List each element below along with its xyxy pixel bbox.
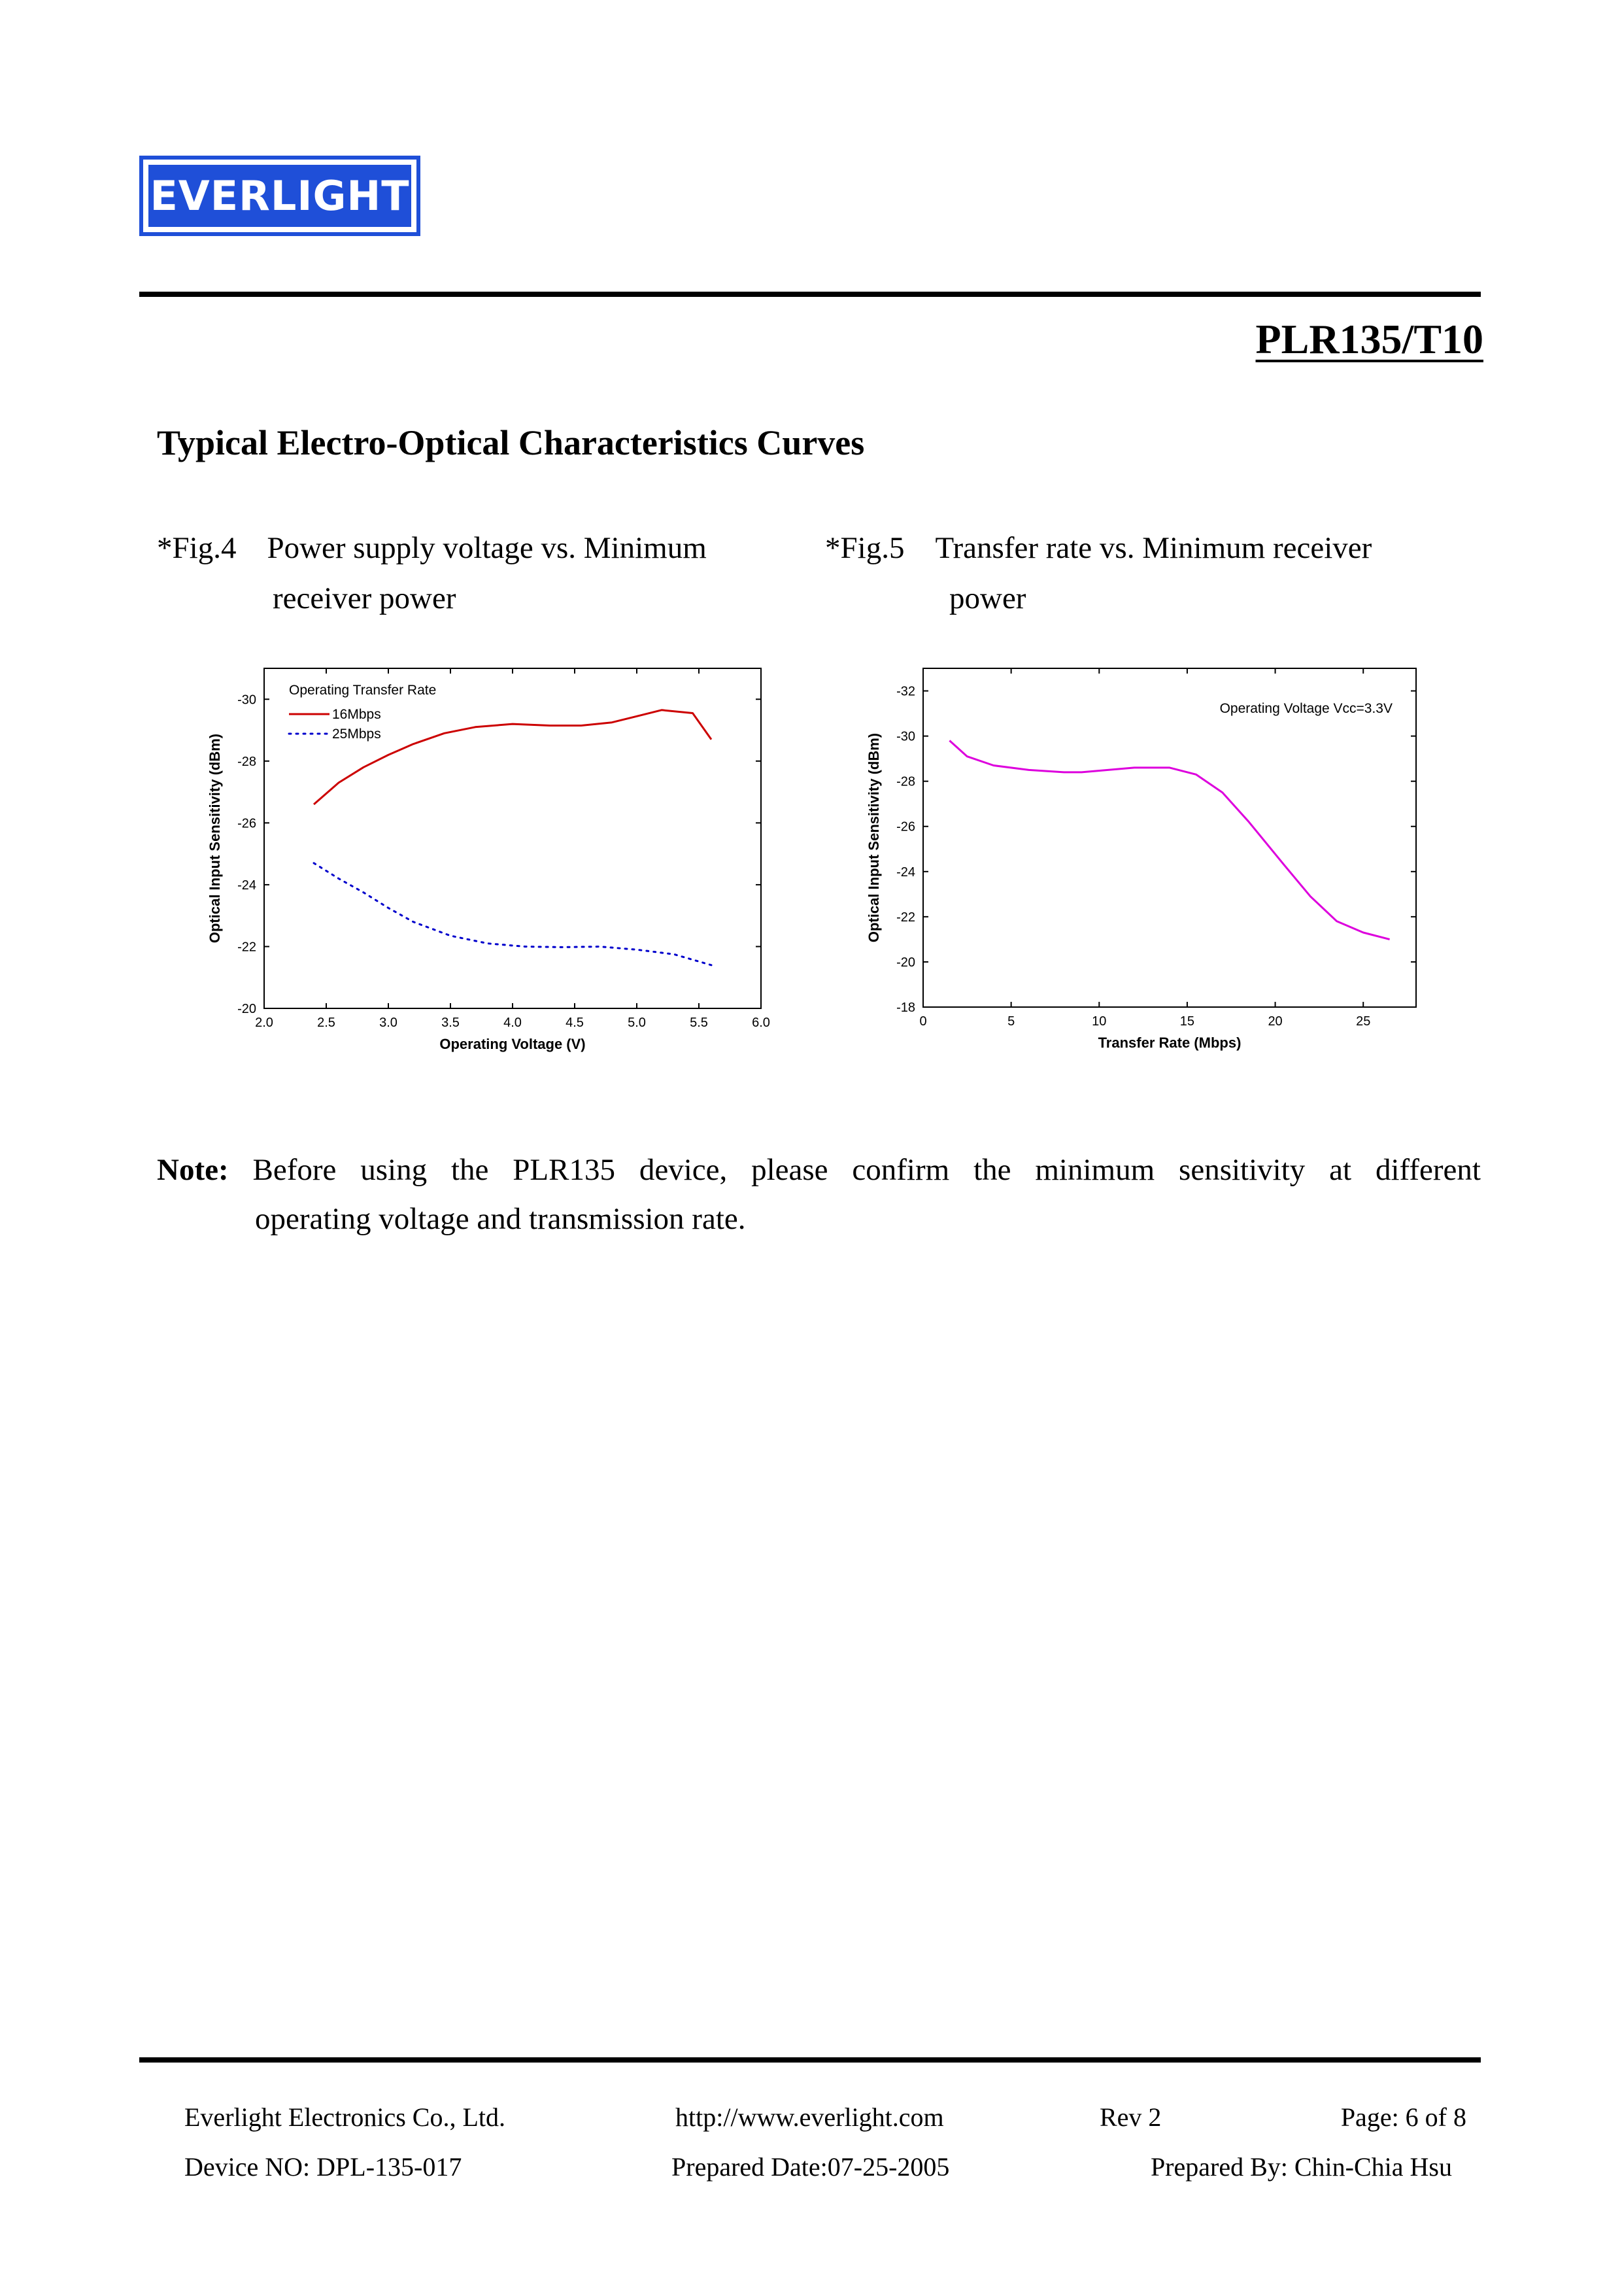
note-line2: operating voltage and transmission rate. (255, 1202, 746, 1236)
fig4-caption-line1: Power supply voltage vs. Minimum (267, 531, 707, 565)
x-tick-label: 6.0 (752, 1016, 770, 1030)
everlight-logo: EVERLIGHT (139, 156, 420, 236)
note-word: device, (639, 1153, 728, 1187)
y-tick-label: -32 (896, 685, 915, 699)
footer-page: Page: 6 of 8 (1340, 2102, 1466, 2132)
y-tick-label: -28 (896, 775, 915, 789)
note: Note: Before using the PLR135 device, please c… (157, 1146, 1481, 1244)
fig4-caption-line2: receiver power (273, 581, 456, 615)
footer-company: Everlight Electronics Co., Ltd. (184, 2102, 505, 2132)
y-tick-label: -22 (237, 940, 256, 954)
x-tick-label: 4.0 (503, 1016, 522, 1030)
note-word: PLR135 (513, 1153, 615, 1187)
note-word: confirm (852, 1153, 950, 1187)
fig4-chart: 2.0 2.5 3.0 3.5 4.0 4.5 5.0 5.5 6.0 -20 -22 -24 -26 -… (207, 668, 770, 1052)
note-word: the (450, 1153, 489, 1187)
fig5-chart: 0 5 10 15 20 25 -18 -20 -22 -24 -26 -28 -30 -32 Transf… (866, 668, 1417, 1051)
x-axis-label: Transfer Rate (Mbps) (1098, 1035, 1242, 1051)
x-tick-label: 4.5 (566, 1016, 584, 1030)
x-tick-label: 2.5 (317, 1016, 335, 1030)
footer-rule (139, 2057, 1481, 2063)
x-tick-label: 10 (1092, 1014, 1106, 1029)
note-word: different (1375, 1153, 1481, 1187)
y-tick-label: -24 (896, 865, 915, 880)
footer-url: http://www.everlight.com (675, 2102, 944, 2132)
note-label: Note: (157, 1153, 229, 1187)
x-tick-label: 3.0 (379, 1016, 397, 1030)
fig4-number: *Fig.4 (157, 531, 237, 565)
y-tick-label: -26 (237, 816, 256, 831)
chart-annotation: Operating Voltage Vcc=3.3V (1220, 701, 1393, 716)
note-word: minimum (1035, 1153, 1155, 1187)
y-axis-label: Optical Input Sensitivity (dBm) (207, 734, 223, 943)
x-tick-label: 2.0 (255, 1016, 273, 1030)
x-tick-label: 0 (919, 1014, 926, 1029)
fig5-caption-line1: Transfer rate vs. Minimum receiver (935, 531, 1372, 565)
note-word: the (973, 1153, 1011, 1187)
fig5-number: *Fig.5 (825, 531, 905, 565)
series-line-16mbps (313, 709, 713, 806)
fig4-caption: *Fig.4 Power supply voltage vs. Minimum … (157, 523, 811, 624)
note-word: Before (252, 1153, 337, 1187)
footer-rev: Rev 2 (1100, 2102, 1162, 2132)
x-tick-label: 5 (1007, 1014, 1015, 1029)
note-line1: Note: Before using the PLR135 device, please c… (157, 1146, 1481, 1195)
y-axis-label: Optical Input Sensitivity (dBm) (866, 733, 882, 942)
fig5-caption-line2: power (949, 581, 1026, 615)
y-tick-label: -20 (896, 955, 915, 970)
section-title: Typical Electro-Optical Characteristics … (157, 423, 865, 462)
document-title: PLR135/T10 (1255, 316, 1483, 362)
x-tick-label: 3.5 (441, 1016, 460, 1030)
note-word: please (751, 1153, 828, 1187)
footer-prepared-date: Prepared Date:07-25-2005 (671, 2152, 950, 2182)
x-tick-label: 20 (1268, 1014, 1282, 1029)
y-tick-label: -18 (896, 1001, 915, 1015)
logo-badge: EVERLIGHT (148, 165, 411, 227)
note-word: sensitivity (1179, 1153, 1306, 1187)
series-line-curve (949, 740, 1390, 940)
y-tick-label: -24 (237, 878, 256, 893)
y-tick-label: -30 (896, 730, 915, 744)
note-word: at (1329, 1153, 1352, 1187)
note-word: using (360, 1153, 428, 1187)
x-tick-label: 25 (1356, 1014, 1370, 1029)
x-axis-label: Operating Voltage (V) (439, 1036, 585, 1052)
footer-device-no: Device NO: DPL-135-017 (184, 2152, 462, 2182)
y-tick-label: -30 (237, 693, 256, 707)
footer-prepared-by: Prepared By: Chin-Chia Hsu (1150, 2152, 1452, 2182)
y-tick-label: -22 (896, 910, 915, 925)
x-tick-label: 5.5 (690, 1016, 708, 1030)
legend-entry: 25Mbps (332, 727, 381, 742)
x-tick-label: 15 (1180, 1014, 1194, 1029)
y-tick-label: -26 (896, 820, 915, 834)
fig5-caption: *Fig.5 Transfer rate vs. Minimum receive… (825, 523, 1479, 624)
y-tick-label: -28 (237, 755, 256, 769)
y-tick-label: -20 (237, 1002, 256, 1016)
legend-title: Operating Transfer Rate (289, 683, 436, 698)
legend-entry: 16Mbps (332, 707, 381, 722)
series-line-25mbps (313, 862, 713, 967)
x-tick-label: 5.0 (628, 1016, 646, 1030)
logo-text: EVERLIGHT (150, 172, 410, 220)
plot-frame (922, 668, 1417, 1008)
header-rule (139, 292, 1481, 297)
